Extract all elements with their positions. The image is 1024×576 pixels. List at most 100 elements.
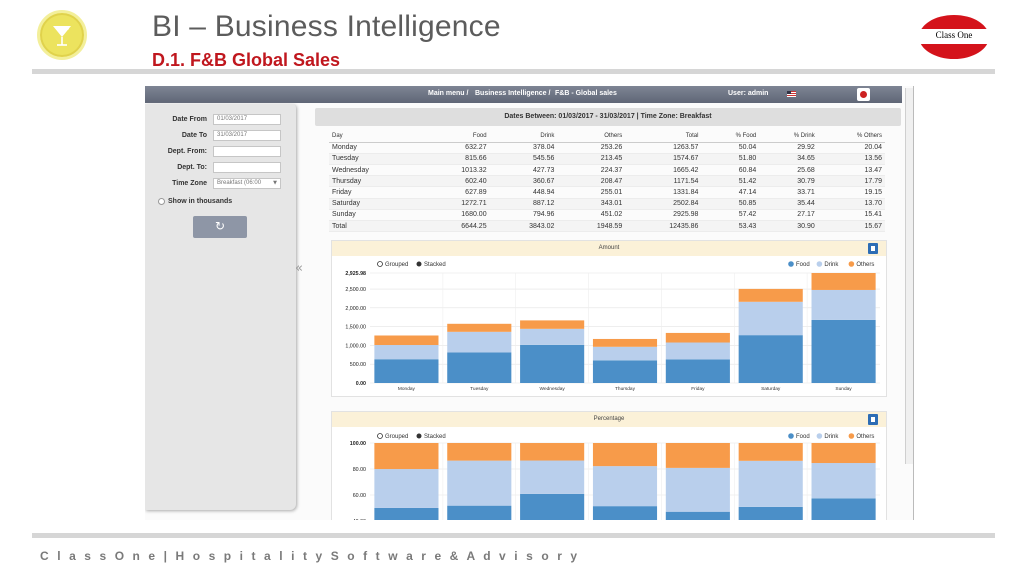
bar-others (374, 335, 439, 346)
bar-drink (447, 460, 512, 506)
chevron-down-icon: ▼ (273, 180, 277, 186)
y-tick-label: 80.00 (353, 467, 366, 473)
dept-to-input[interactable] (213, 162, 281, 173)
column-header[interactable]: Drink (489, 131, 558, 143)
table-cell: 794.96 (489, 209, 558, 222)
y-tick-label: 100.00 (350, 441, 366, 447)
table-cell: Total (329, 220, 422, 233)
bar-drink (447, 331, 512, 353)
table-cell: 19.15 (817, 186, 885, 199)
table-cell: 1171.54 (625, 175, 702, 188)
vertical-scrollbar[interactable] (905, 88, 913, 464)
sales-table: Day Food Drink Others Total% Food% Drink% Ot… (329, 131, 885, 233)
bar-others (374, 443, 439, 470)
user-label: User: admin (728, 90, 769, 97)
table-cell: Wednesday (329, 164, 422, 177)
table-cell: 213.45 (557, 153, 626, 166)
legend-swatch (848, 433, 855, 439)
table-cell: Saturday (329, 198, 422, 210)
table-cell: 25.68 (759, 164, 818, 177)
dept-from-label: Dept. From: (167, 148, 207, 155)
column-header[interactable]: Total (625, 131, 702, 143)
table-cell: 13.56 (817, 153, 885, 166)
table-cell: 451.02 (557, 209, 626, 222)
table-cell: 2502.84 (625, 198, 702, 210)
bi-app-window: Main menu / Business Intelligence / F&B … (145, 86, 914, 520)
slide-subtitle: D.1. F&B Global Sales (152, 50, 341, 70)
show-in-thousands-checkbox[interactable] (158, 198, 165, 205)
percentage-chart-panel: Percentage Grouped Stacked Food Drink Others… (331, 411, 887, 520)
time-zone-select[interactable]: Breakfast (06:00 ▼ (213, 178, 281, 189)
column-header[interactable]: Others (557, 131, 626, 143)
breadcrumb-business-intelligence[interactable]: Business Intelligence / (475, 90, 551, 97)
stacked-radio (416, 433, 422, 439)
bar-others (665, 332, 730, 343)
legend-label: Food (796, 262, 810, 268)
table-cell: 34.65 (759, 153, 818, 166)
dept-from-input[interactable] (213, 146, 281, 157)
bar-food (738, 506, 803, 520)
table-cell: 17.79 (817, 175, 885, 188)
x-tick-label: Saturday (761, 386, 781, 392)
column-header[interactable]: Food (421, 131, 490, 143)
table-cell: 208.47 (557, 175, 626, 188)
download-icon[interactable] (868, 414, 878, 425)
table-cell: 6644.25 (421, 220, 490, 233)
table-cell: 30.79 (759, 175, 818, 188)
bar-food (520, 344, 585, 383)
table-cell: 545.56 (489, 153, 558, 166)
table-total-row: Total 6644.25 3843.02 1948.59 12435.86 53.43 3… (329, 220, 885, 233)
bar-food (738, 335, 803, 383)
column-header[interactable]: % Drink (759, 131, 818, 143)
table-row: Saturday 1272.71 887.12 343.01 2502.84 50.85 3… (329, 198, 885, 210)
amount-chart-title: Amount (598, 245, 620, 251)
bar-food (592, 506, 658, 520)
x-tick-label: Thursday (615, 386, 636, 392)
bar-drink (520, 460, 585, 494)
time-zone-label: Time Zone (172, 180, 207, 187)
table-cell: 343.01 (557, 198, 626, 210)
column-header[interactable]: % Food (701, 131, 760, 143)
column-header[interactable]: Day (329, 131, 422, 143)
slide-title: BI – Business Intelligence (152, 10, 501, 43)
bar-drink (665, 342, 730, 360)
download-icon[interactable] (868, 243, 878, 254)
breadcrumb-main-menu[interactable]: Main menu / (428, 90, 469, 97)
date-to-input[interactable]: 31/03/2017 (213, 130, 281, 141)
column-header[interactable]: % Others (817, 131, 885, 143)
table-cell: 1574.67 (625, 153, 702, 166)
filter-panel: Date From 01/03/2017 Date To 31/03/2017 … (145, 104, 296, 510)
bar-others (811, 443, 876, 464)
language-flag-icon[interactable] (787, 91, 796, 97)
table-cell: 224.37 (557, 164, 626, 177)
time-zone-value: Breakfast (06:00 (217, 180, 262, 186)
y-tick-label: 2,000.00 (345, 306, 366, 312)
table-cell: 50.04 (701, 142, 760, 154)
table-row: Tuesday 815.66 545.56 213.45 1574.67 51.80 34.… (329, 153, 885, 166)
x-tick-label: Wednesday (540, 386, 566, 392)
bar-drink (738, 301, 803, 336)
table-cell: 378.04 (489, 142, 558, 154)
y-tick-label: 2,925.98 (345, 271, 366, 277)
logout-icon[interactable] (857, 88, 870, 101)
bar-others (447, 323, 512, 332)
legend-swatch (788, 261, 794, 267)
refresh-button[interactable] (193, 216, 247, 238)
x-tick-label: Sunday (835, 386, 852, 392)
table-cell: 627.89 (421, 186, 490, 199)
classone-bi-logo (37, 10, 87, 60)
legend-label: Food (796, 434, 810, 440)
table-cell: 47.14 (701, 186, 760, 199)
table-row: Monday 632.27 378.04 253.26 1263.57 50.04 29.9… (329, 142, 885, 154)
bar-others (447, 442, 512, 461)
bar-food (447, 505, 512, 520)
date-from-input[interactable]: 01/03/2017 (213, 114, 281, 125)
stacked-radio (416, 261, 422, 267)
collapse-panel-icon[interactable]: « (295, 261, 303, 276)
bar-others (592, 338, 658, 347)
table-row: Wednesday 1013.32 427.73 224.37 1665.42 60.84… (329, 164, 885, 177)
legend-swatch (788, 433, 794, 439)
table-cell: 30.90 (759, 220, 818, 233)
legend-swatch (816, 433, 823, 439)
amount-chart-panel: Amount Grouped Stacked Food Drink Others 2,92… (331, 240, 887, 397)
